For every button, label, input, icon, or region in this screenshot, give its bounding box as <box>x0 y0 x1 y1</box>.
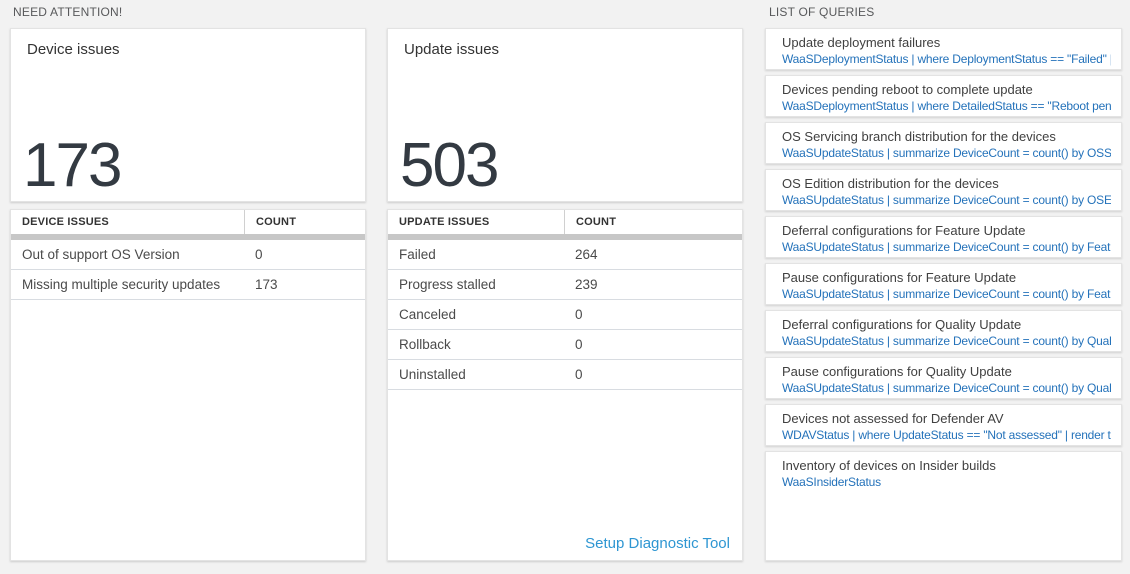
device-table-header-row: DEVICE ISSUES COUNT <box>11 210 365 234</box>
query-text: WaaSUpdateStatus | summarize DeviceCount… <box>782 146 1111 160</box>
update-issue-label: Failed <box>399 247 436 262</box>
query-text: WaaSDeploymentStatus | where DetailedSta… <box>782 99 1111 113</box>
query-text: WaaSInsiderStatus <box>782 475 881 489</box>
query-item[interactable]: Deferral configurations for Feature Upda… <box>765 216 1122 258</box>
queries-panel: Update deployment failures WaaSDeploymen… <box>765 28 1122 561</box>
device-issue-label: Missing multiple security updates <box>22 277 221 292</box>
query-title: Devices pending reboot to complete updat… <box>782 82 1033 97</box>
query-title: Pause configurations for Feature Update <box>782 270 1017 285</box>
query-text: WaaSUpdateStatus | summarize DeviceCount… <box>782 334 1111 348</box>
update-table-row[interactable]: Failed 264 <box>388 240 742 270</box>
query-item[interactable]: OS Edition distribution for the devices … <box>765 169 1122 211</box>
update-issue-count: 264 <box>575 247 598 262</box>
device-table-body: Out of support OS Version 0 Missing mult… <box>11 240 365 300</box>
update-issues-table-card: UPDATE ISSUES COUNT Failed 264 Progress … <box>387 209 743 561</box>
device-issue-label: Out of support OS Version <box>22 247 180 262</box>
device-table-column-header-issues: DEVICE ISSUES <box>22 216 109 228</box>
query-item[interactable]: Update deployment failures WaaSDeploymen… <box>765 28 1122 70</box>
update-issues-tile[interactable]: Update issues 503 <box>387 28 743 202</box>
update-table-row[interactable]: Canceled 0 <box>388 300 742 330</box>
update-issue-count: 0 <box>575 307 583 322</box>
section-label-need-attention: NEED ATTENTION! <box>13 5 123 19</box>
device-table-column-header-count: COUNT <box>244 210 365 234</box>
query-title: Devices not assessed for Defender AV <box>782 411 1004 426</box>
update-issue-label: Progress stalled <box>399 277 496 292</box>
device-issue-count: 173 <box>255 277 278 292</box>
query-item[interactable]: Inventory of devices on Insider builds W… <box>765 451 1122 561</box>
device-table-row[interactable]: Missing multiple security updates 173 <box>11 270 365 300</box>
setup-diagnostic-tool-link[interactable]: Setup Diagnostic Tool <box>585 535 730 552</box>
query-item[interactable]: Devices not assessed for Defender AV WDA… <box>765 404 1122 446</box>
query-text: WaaSUpdateStatus | summarize DeviceCount… <box>782 193 1111 207</box>
update-issue-label: Rollback <box>399 337 451 352</box>
device-table-header-divider-bar <box>11 234 365 240</box>
query-title: OS Servicing branch distribution for the… <box>782 129 1056 144</box>
query-item[interactable]: Pause configurations for Quality Update … <box>765 357 1122 399</box>
section-label-list-of-queries: LIST OF QUERIES <box>769 5 875 19</box>
update-issue-count: 0 <box>575 367 583 382</box>
query-title: Update deployment failures <box>782 35 941 50</box>
device-issues-count-number: 173 <box>23 131 122 200</box>
update-table-column-header-issues: UPDATE ISSUES <box>399 216 490 228</box>
update-table-row[interactable]: Uninstalled 0 <box>388 360 742 390</box>
device-issue-count: 0 <box>255 247 263 262</box>
query-title: Deferral configurations for Feature Upda… <box>782 223 1026 238</box>
query-item[interactable]: Pause configurations for Feature Update … <box>765 263 1122 305</box>
update-table-row[interactable]: Rollback 0 <box>388 330 742 360</box>
update-table-header-row: UPDATE ISSUES COUNT <box>388 210 742 234</box>
update-issue-label: Canceled <box>399 307 457 322</box>
device-issues-table-card: DEVICE ISSUES COUNT Out of support OS Ve… <box>10 209 366 561</box>
update-table-body: Failed 264 Progress stalled 239 Canceled… <box>388 240 742 390</box>
update-table-row[interactable]: Progress stalled 239 <box>388 270 742 300</box>
query-text: WaaSUpdateStatus | summarize DeviceCount… <box>782 381 1111 395</box>
query-title: Pause configurations for Quality Update <box>782 364 1012 379</box>
update-issue-count: 0 <box>575 337 583 352</box>
query-text: WaaSUpdateStatus | summarize DeviceCount… <box>782 240 1111 254</box>
query-text: WDAVStatus | where UpdateStatus == "Not … <box>782 428 1111 442</box>
update-issues-tile-title: Update issues <box>404 41 500 58</box>
device-table-row[interactable]: Out of support OS Version 0 <box>11 240 365 270</box>
query-item[interactable]: Devices pending reboot to complete updat… <box>765 75 1122 117</box>
update-table-header-divider-bar <box>388 234 742 240</box>
query-text: WaaSUpdateStatus | summarize DeviceCount… <box>782 287 1111 301</box>
query-text: WaaSDeploymentStatus | where DeploymentS… <box>782 52 1111 66</box>
query-title: Deferral configurations for Quality Upda… <box>782 317 1022 332</box>
device-issues-tile[interactable]: Device issues 173 <box>10 28 366 202</box>
query-item[interactable]: Deferral configurations for Quality Upda… <box>765 310 1122 352</box>
update-issue-label: Uninstalled <box>399 367 466 382</box>
update-issue-count: 239 <box>575 277 598 292</box>
device-issues-tile-title: Device issues <box>27 41 120 58</box>
update-issues-count-number: 503 <box>400 131 499 200</box>
query-title: OS Edition distribution for the devices <box>782 176 999 191</box>
query-item[interactable]: OS Servicing branch distribution for the… <box>765 122 1122 164</box>
query-title: Inventory of devices on Insider builds <box>782 458 996 473</box>
update-table-column-header-count: COUNT <box>564 210 742 234</box>
